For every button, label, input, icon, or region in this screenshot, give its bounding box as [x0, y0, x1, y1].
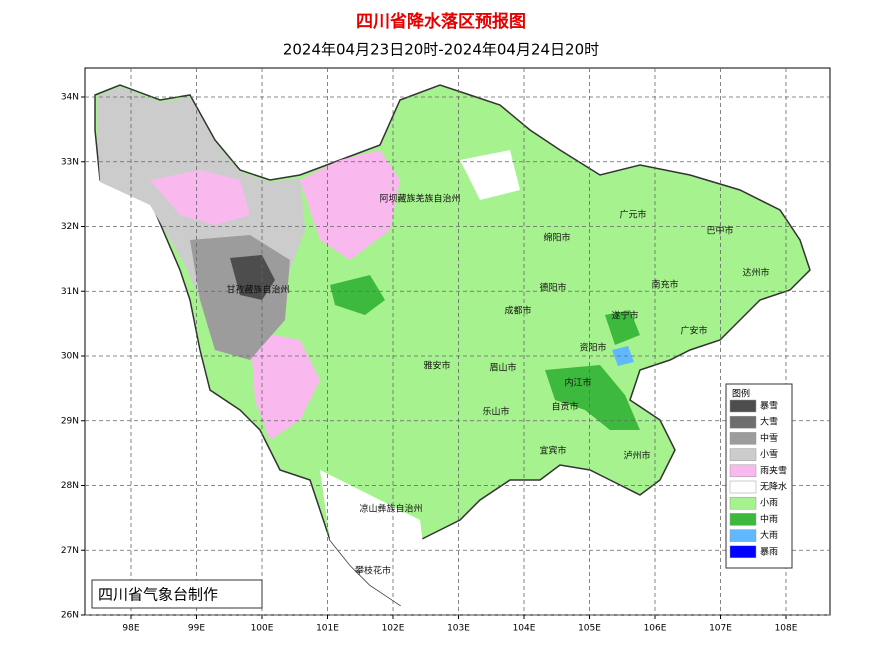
province-shapes [94, 84, 811, 607]
no-rain-area-2 [320, 470, 430, 605]
lat-tick-label: 28N [61, 481, 79, 491]
title: 四川省降水落区预报图 [356, 11, 526, 32]
region-label: 眉山市 [489, 362, 516, 374]
region-label: 宜宾市 [539, 445, 566, 457]
legend-label: 小雪 [760, 449, 778, 460]
legend-swatch [729, 480, 757, 494]
region-label: 内江市 [564, 377, 591, 389]
lon-tick-label: 107E [709, 624, 732, 634]
lat-tick-label: 26N [61, 611, 79, 621]
legend-label: 中雪 [760, 432, 778, 444]
region-label: 德阳市 [539, 282, 566, 294]
moderate-rain-area-2 [545, 365, 640, 430]
lon-tick-label: 106E [644, 624, 667, 634]
region-label: 凉山彝族自治州 [359, 503, 422, 515]
region-label: 遂宁市 [611, 310, 638, 322]
no-rain-area [460, 150, 520, 200]
subtitle: 2024年04月23日20时-2024年04月24日20时 [283, 41, 599, 59]
legend-label: 暴雪 [760, 401, 778, 412]
region-label: 成都市 [504, 305, 531, 317]
legend-swatch [729, 399, 757, 413]
region-label: 乐山市 [482, 406, 509, 418]
region-label: 泸州市 [623, 450, 650, 462]
legend-label: 小雨 [760, 498, 778, 509]
lat-tick-label: 29N [61, 416, 79, 426]
region-label: 广元市 [619, 209, 646, 221]
footer-box [91, 579, 263, 609]
region-label: 南充市 [651, 279, 678, 291]
grid: 98E 99E 100E 101E 102E 103E 104E 105E 106E 107E 10… [61, 68, 830, 634]
sleet-area [150, 170, 250, 225]
legend-label: 雨夹雪 [760, 464, 787, 476]
lon-tick-label: 104E [513, 624, 536, 634]
lon-tick-label: 103E [447, 624, 470, 634]
footer: 四川省气象台制作 [98, 586, 218, 604]
region-label: 绵阳市 [543, 232, 570, 244]
legend-label: 大雨 [760, 529, 778, 541]
lat-tick-label: 33N [61, 157, 79, 167]
region-label: 广安市 [680, 325, 707, 337]
lat-tick-label: 32N [61, 222, 79, 232]
legend-swatch [729, 415, 757, 429]
region-label: 甘孜藏族自治州 [226, 284, 289, 296]
lon-tick-label: 101E [316, 624, 339, 634]
region-label: 攀枝花市 [355, 565, 391, 577]
region-label: 达州市 [742, 267, 769, 279]
lat-tick-label: 34N [61, 93, 79, 103]
heavy-rain-area [612, 346, 634, 366]
lon-tick-label: 102E [382, 624, 405, 634]
lon-tick-label: 100E [251, 624, 274, 634]
lon-tick-label: 108E [775, 624, 798, 634]
legend-label: 中雨 [760, 513, 778, 525]
sleet-area-3 [250, 330, 320, 440]
legend-swatch [729, 432, 757, 445]
moderate-rain-area [330, 275, 385, 315]
heavy-snow-area [230, 255, 275, 300]
lon-tick-label: 105E [578, 624, 601, 634]
region-label: 自贡市 [551, 401, 578, 413]
legend-label: 暴雨 [760, 546, 778, 557]
legend-label: 大雪 [760, 416, 778, 428]
legend-title: 图例 [732, 388, 750, 400]
lon-tick-label: 99E [188, 624, 205, 634]
sleet-area-2 [300, 150, 400, 260]
legend-swatch [729, 496, 757, 510]
region-label: 阿坝藏族羌族自治州 [379, 193, 460, 205]
region-label: 资阳市 [579, 342, 606, 354]
legend-swatch [729, 545, 757, 559]
lat-tick-label: 31N [61, 287, 79, 297]
region-label: 巴中市 [706, 225, 733, 237]
lat-tick-label: 30N [61, 352, 79, 362]
legend-label: 无降水 [760, 481, 787, 493]
legend-swatch [729, 513, 757, 526]
moderate-rain-area-3 [605, 310, 640, 345]
legend-swatch [729, 529, 757, 542]
lat-tick-label: 27N [61, 546, 79, 556]
region-label: 雅安市 [423, 360, 450, 372]
legend-swatch [729, 464, 757, 478]
legend-swatch [729, 448, 757, 461]
lon-tick-label: 98E [122, 624, 139, 634]
